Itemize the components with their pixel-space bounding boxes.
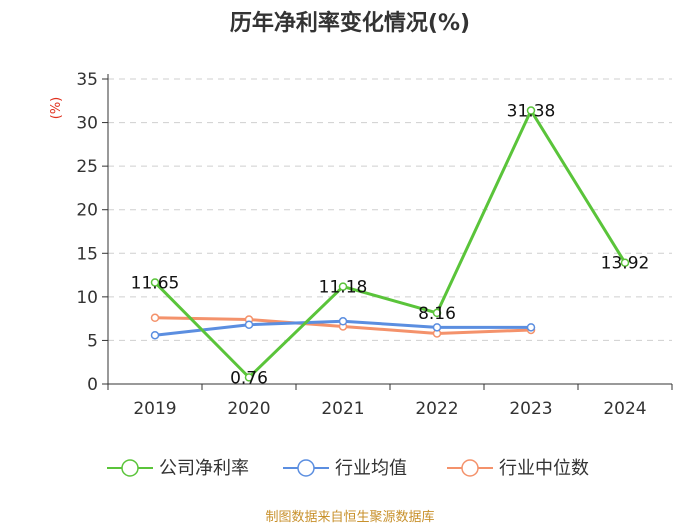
data-label: 31.38 <box>507 102 556 122</box>
x-tick-label: 2020 <box>227 399 270 419</box>
data-point[interactable] <box>150 330 160 340</box>
x-tick-label: 2023 <box>509 399 552 419</box>
x-tick-label: 2019 <box>133 399 176 419</box>
y-axis-label: (%) <box>49 97 64 120</box>
axes: 0 5 10 15 20 25 30 35 2019 2020 2021 2022 2023 2024 <box>76 70 673 419</box>
legend-label: 公司净利率 <box>159 458 249 479</box>
legend-label: 行业中位数 <box>499 458 589 479</box>
data-label: 0.76 <box>230 368 268 388</box>
y-tick-label: 15 <box>76 244 98 264</box>
legend-item[interactable]: 行业均值 <box>283 458 407 479</box>
data-label: 8.16 <box>418 304 456 324</box>
data-point[interactable] <box>150 313 160 323</box>
y-tick-label: 30 <box>76 114 98 134</box>
data-point[interactable] <box>244 320 254 329</box>
data-point[interactable] <box>244 373 254 382</box>
legend-marker <box>461 459 479 477</box>
y-tick-label: 5 <box>87 331 98 351</box>
series-line <box>153 109 627 379</box>
data-label: 13.92 <box>601 254 650 274</box>
x-tick-label: 2021 <box>321 399 364 419</box>
x-tick-label: 2022 <box>415 399 458 419</box>
y-tick-label: 10 <box>76 288 98 308</box>
y-tick-label: 35 <box>76 70 98 90</box>
data-point[interactable] <box>526 323 536 332</box>
legend-item[interactable]: 行业中位数 <box>447 458 589 479</box>
data-labels: 11.65 0.76 11.18 8.16 31.38 13.92 <box>131 102 650 389</box>
source-note: 制图数据来自恒生聚源数据库 <box>265 509 434 525</box>
series-0 <box>150 106 630 382</box>
data-label: 11.18 <box>319 278 368 298</box>
chart-title: 历年净利率变化情况(%) <box>230 10 470 36</box>
legend-label: 行业均值 <box>335 458 407 479</box>
y-tick-label: 25 <box>76 157 98 177</box>
legend[interactable]: 公司净利率 行业均值 行业中位数 <box>107 458 589 479</box>
series-1 <box>150 317 536 340</box>
y-tick-label: 20 <box>76 201 98 221</box>
y-tick-label: 0 <box>87 375 98 395</box>
x-tick-label: 2024 <box>603 399 646 419</box>
legend-item[interactable]: 公司净利率 <box>107 458 249 479</box>
data-point[interactable] <box>432 308 442 318</box>
data-point[interactable] <box>338 282 348 291</box>
data-point[interactable] <box>432 323 442 332</box>
data-label: 11.65 <box>131 273 180 293</box>
data-point[interactable] <box>338 317 348 326</box>
grid-lines <box>108 78 672 341</box>
data-point[interactable] <box>526 106 536 115</box>
data-point[interactable] <box>620 258 630 267</box>
legend-marker <box>297 459 315 477</box>
data-point[interactable] <box>150 278 160 287</box>
series-layer <box>150 106 630 382</box>
legend-marker <box>121 459 139 477</box>
